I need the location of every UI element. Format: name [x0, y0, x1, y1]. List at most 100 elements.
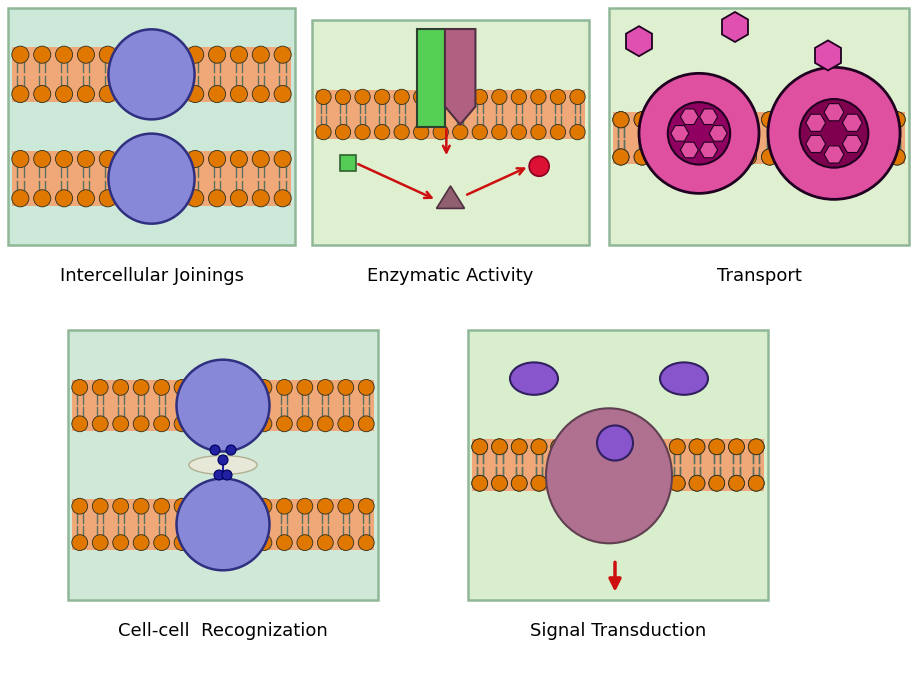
Circle shape: [748, 475, 764, 491]
Circle shape: [740, 112, 756, 128]
Ellipse shape: [189, 456, 257, 475]
Circle shape: [99, 46, 117, 63]
Polygon shape: [824, 104, 844, 121]
Circle shape: [195, 535, 210, 550]
Circle shape: [532, 475, 547, 491]
Circle shape: [214, 470, 224, 480]
Circle shape: [226, 445, 236, 455]
Circle shape: [740, 112, 756, 128]
Circle shape: [783, 149, 799, 165]
Circle shape: [551, 439, 566, 455]
Circle shape: [34, 151, 50, 168]
Circle shape: [358, 535, 375, 550]
Polygon shape: [824, 146, 844, 163]
Circle shape: [335, 89, 351, 104]
Circle shape: [889, 112, 905, 128]
Circle shape: [230, 151, 248, 168]
Polygon shape: [700, 109, 718, 125]
Ellipse shape: [176, 479, 270, 570]
Circle shape: [531, 89, 546, 104]
Circle shape: [669, 475, 685, 491]
Circle shape: [610, 475, 626, 491]
Circle shape: [825, 149, 842, 165]
Text: Cell-cell  Recognization: Cell-cell Recognization: [118, 622, 328, 640]
Circle shape: [358, 499, 375, 514]
Circle shape: [491, 475, 508, 491]
Circle shape: [655, 112, 671, 128]
Circle shape: [655, 112, 671, 128]
Circle shape: [804, 112, 820, 128]
Circle shape: [551, 475, 566, 491]
Circle shape: [491, 439, 508, 455]
Circle shape: [316, 89, 331, 104]
Polygon shape: [436, 186, 465, 209]
Circle shape: [613, 149, 629, 165]
Polygon shape: [843, 135, 862, 153]
Polygon shape: [815, 40, 841, 70]
Circle shape: [804, 149, 820, 165]
Circle shape: [133, 535, 149, 550]
Circle shape: [492, 124, 507, 140]
Circle shape: [93, 379, 108, 396]
Ellipse shape: [108, 29, 195, 119]
Circle shape: [143, 46, 160, 63]
Circle shape: [729, 475, 744, 491]
Circle shape: [297, 499, 313, 514]
Circle shape: [719, 112, 735, 128]
Circle shape: [889, 112, 905, 128]
Circle shape: [689, 475, 705, 491]
Circle shape: [698, 112, 714, 128]
Circle shape: [613, 112, 629, 128]
Ellipse shape: [597, 426, 633, 460]
Circle shape: [121, 85, 139, 102]
Circle shape: [762, 112, 778, 128]
Circle shape: [472, 475, 487, 491]
Circle shape: [93, 416, 108, 432]
Circle shape: [143, 85, 160, 102]
Circle shape: [316, 124, 331, 140]
Circle shape: [590, 475, 606, 491]
Bar: [68, 330, 378, 600]
Circle shape: [174, 535, 190, 550]
Bar: [72, 380, 374, 431]
Circle shape: [889, 149, 905, 165]
Circle shape: [222, 470, 232, 480]
Circle shape: [174, 416, 190, 432]
Circle shape: [804, 112, 820, 128]
Circle shape: [492, 89, 507, 104]
Circle shape: [77, 46, 95, 63]
Circle shape: [143, 190, 160, 207]
Circle shape: [338, 379, 353, 396]
Circle shape: [77, 190, 95, 207]
Circle shape: [689, 439, 705, 455]
Circle shape: [121, 46, 139, 63]
Circle shape: [634, 112, 650, 128]
Circle shape: [208, 85, 226, 102]
Polygon shape: [700, 142, 718, 158]
Bar: [12, 151, 291, 206]
Circle shape: [551, 439, 566, 455]
Circle shape: [338, 535, 353, 550]
Circle shape: [318, 499, 333, 514]
Circle shape: [230, 190, 248, 207]
Circle shape: [634, 149, 650, 165]
Ellipse shape: [176, 359, 270, 451]
Ellipse shape: [510, 362, 558, 395]
Circle shape: [276, 535, 292, 550]
Circle shape: [804, 149, 820, 165]
Circle shape: [215, 416, 231, 432]
Circle shape: [709, 475, 724, 491]
Circle shape: [590, 439, 606, 455]
Circle shape: [413, 124, 429, 140]
Circle shape: [230, 46, 248, 63]
Circle shape: [121, 151, 139, 168]
Bar: [12, 47, 291, 102]
Polygon shape: [722, 12, 748, 42]
Circle shape: [571, 439, 587, 455]
Circle shape: [218, 455, 228, 465]
Bar: [472, 439, 764, 490]
Circle shape: [276, 499, 292, 514]
Bar: [316, 90, 585, 139]
Circle shape: [532, 475, 547, 491]
Circle shape: [472, 89, 487, 104]
